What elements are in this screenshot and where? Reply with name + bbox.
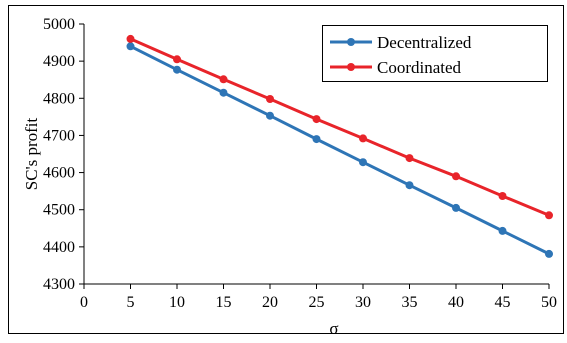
x-tick-label: 35 bbox=[402, 294, 418, 311]
legend-marker-decentralized bbox=[347, 38, 355, 46]
x-tick-label: 15 bbox=[216, 294, 232, 311]
y-tick-label: 4300 bbox=[43, 276, 75, 293]
series-line-decentralized bbox=[129, 44, 550, 256]
data-point-coordinated bbox=[219, 75, 228, 84]
x-tick-label: 20 bbox=[262, 294, 278, 311]
y-tick-label: 4700 bbox=[43, 127, 75, 144]
data-point-decentralized bbox=[173, 65, 181, 74]
y-tick-label: 4900 bbox=[43, 53, 75, 70]
x-tick-label: 25 bbox=[309, 294, 325, 311]
x-tick-label: 30 bbox=[355, 294, 371, 311]
y-tick-label: 4400 bbox=[43, 239, 75, 256]
x-tick-label: 0 bbox=[80, 294, 88, 311]
series-layer bbox=[126, 34, 553, 258]
data-point-decentralized bbox=[219, 88, 228, 97]
legend-label-decentralized: Decentralized bbox=[377, 33, 472, 52]
data-point-decentralized bbox=[312, 135, 321, 144]
data-point-coordinated bbox=[545, 211, 553, 220]
axes: 4300 4400 4500 4600 4700 4800 4900 5000 0 5 10 15 20… bbox=[43, 16, 557, 311]
legend: Decentralized Coordinated bbox=[322, 25, 548, 82]
legend-marker-coordinated bbox=[347, 63, 355, 71]
y-tick-label: 4800 bbox=[43, 90, 75, 107]
legend-label-coordinated: Coordinated bbox=[377, 58, 462, 77]
data-point-coordinated bbox=[452, 172, 460, 181]
x-tick-label: 10 bbox=[169, 294, 185, 311]
data-point-coordinated bbox=[173, 55, 181, 64]
data-point-decentralized bbox=[359, 158, 367, 167]
data-point-coordinated bbox=[312, 115, 321, 124]
y-tick-label: 5000 bbox=[43, 16, 75, 33]
x-tick-label: 40 bbox=[448, 294, 464, 311]
legend-box bbox=[322, 25, 548, 82]
x-axis-label: σ bbox=[329, 319, 338, 338]
data-point-coordinated bbox=[405, 154, 414, 163]
data-point-decentralized bbox=[452, 203, 460, 212]
data-point-decentralized bbox=[405, 181, 414, 190]
data-point-decentralized bbox=[126, 42, 135, 51]
data-point-coordinated bbox=[359, 134, 367, 143]
x-tick-label: 45 bbox=[495, 294, 511, 311]
y-axis-label: SC's profit bbox=[22, 117, 41, 190]
x-tick-label: 50 bbox=[541, 294, 557, 311]
data-point-decentralized bbox=[545, 249, 553, 258]
data-point-coordinated bbox=[266, 95, 274, 103]
data-point-coordinated bbox=[498, 192, 507, 200]
y-tick-label: 4500 bbox=[43, 202, 75, 219]
data-point-decentralized bbox=[498, 226, 507, 235]
y-tick-label: 4600 bbox=[43, 165, 75, 182]
x-tick-label: 5 bbox=[127, 294, 135, 311]
data-point-decentralized bbox=[266, 111, 274, 120]
series-line-coordinated bbox=[129, 37, 550, 217]
data-point-coordinated bbox=[126, 34, 135, 43]
